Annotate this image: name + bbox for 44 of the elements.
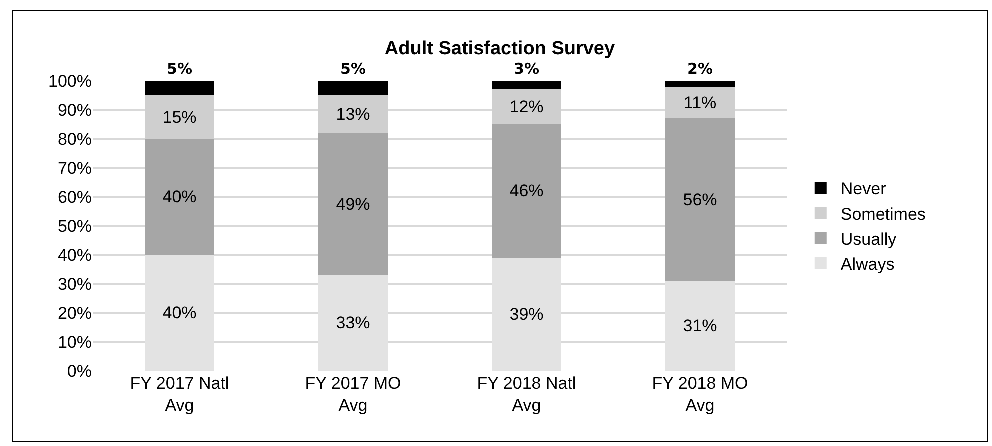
y-tick-label: 50%	[58, 216, 92, 236]
data-label: 13%	[336, 104, 370, 124]
y-tick-label: 60%	[58, 188, 92, 207]
bar	[666, 81, 735, 87]
data-label: 12%	[510, 98, 544, 117]
y-tick-label: 10%	[58, 332, 92, 352]
x-tick-label: FY 2018 MO Avg	[652, 374, 748, 416]
bar	[145, 139, 214, 255]
data-label: 11%	[684, 93, 717, 112]
data-label: 3%	[514, 60, 540, 78]
bar	[145, 81, 214, 96]
data-label: 46%	[510, 182, 544, 201]
bar	[318, 133, 388, 276]
legend-label: Sometimes	[840, 204, 926, 224]
y-tick-label: 0%	[67, 362, 92, 381]
legend-label: Never	[840, 180, 887, 199]
data-label: 5%	[340, 60, 366, 78]
data-label: 33%	[336, 314, 370, 333]
y-tick-label: 80%	[58, 130, 92, 149]
y-tick-label: 20%	[58, 304, 92, 323]
y-tick-label: 30%	[58, 274, 92, 294]
data-label: 15%	[162, 108, 197, 127]
x-tick-label: FY 2017 MO Avg	[305, 374, 402, 416]
x-tick-label: FY 2018 Natl Avg	[477, 374, 576, 416]
data-label: 5%	[167, 60, 192, 78]
y-tick-label: 100%	[48, 72, 92, 91]
legend-label: Usually	[840, 230, 898, 249]
y-tick-label: 70%	[58, 158, 92, 178]
data-label: 40%	[162, 304, 197, 322]
data-label: 40%	[162, 188, 197, 206]
data-label: 56%	[683, 190, 718, 210]
bar	[492, 124, 562, 258]
legend-label: Always	[840, 254, 895, 274]
chart-title: Adult Satisfaction Survey	[384, 38, 616, 60]
y-tick-label: 90%	[58, 100, 92, 120]
bar	[666, 118, 735, 282]
data-label: 39%	[510, 304, 544, 324]
y-tick-label: 40%	[58, 246, 92, 265]
bar	[492, 81, 562, 90]
bar	[318, 81, 388, 96]
x-tick-label: FY 2017 Natl Avg	[130, 374, 230, 416]
data-label: 31%	[683, 316, 718, 336]
data-label: 2%	[688, 60, 713, 78]
data-label: 49%	[336, 194, 370, 214]
